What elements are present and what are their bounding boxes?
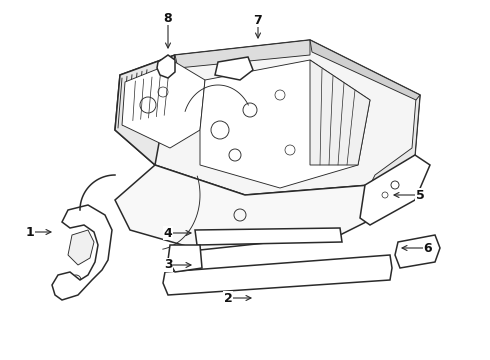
Text: 7: 7 — [254, 14, 262, 27]
Polygon shape — [215, 57, 253, 80]
Polygon shape — [195, 228, 342, 245]
Text: 2: 2 — [223, 292, 232, 305]
Polygon shape — [68, 230, 94, 265]
Text: 5: 5 — [416, 189, 424, 202]
Polygon shape — [370, 95, 420, 185]
Polygon shape — [200, 60, 370, 188]
Text: 8: 8 — [164, 12, 172, 24]
Text: 1: 1 — [25, 225, 34, 239]
Polygon shape — [115, 55, 175, 165]
Polygon shape — [310, 60, 370, 165]
Polygon shape — [122, 62, 205, 148]
Polygon shape — [360, 155, 430, 225]
Polygon shape — [175, 40, 310, 68]
Polygon shape — [52, 205, 112, 300]
Polygon shape — [395, 235, 440, 268]
Text: 3: 3 — [164, 258, 172, 271]
Polygon shape — [310, 40, 420, 100]
Polygon shape — [163, 255, 392, 295]
Polygon shape — [168, 245, 202, 272]
Text: 4: 4 — [164, 226, 172, 239]
Polygon shape — [115, 40, 420, 195]
Text: 6: 6 — [424, 242, 432, 255]
Polygon shape — [115, 165, 370, 250]
Polygon shape — [157, 55, 175, 78]
